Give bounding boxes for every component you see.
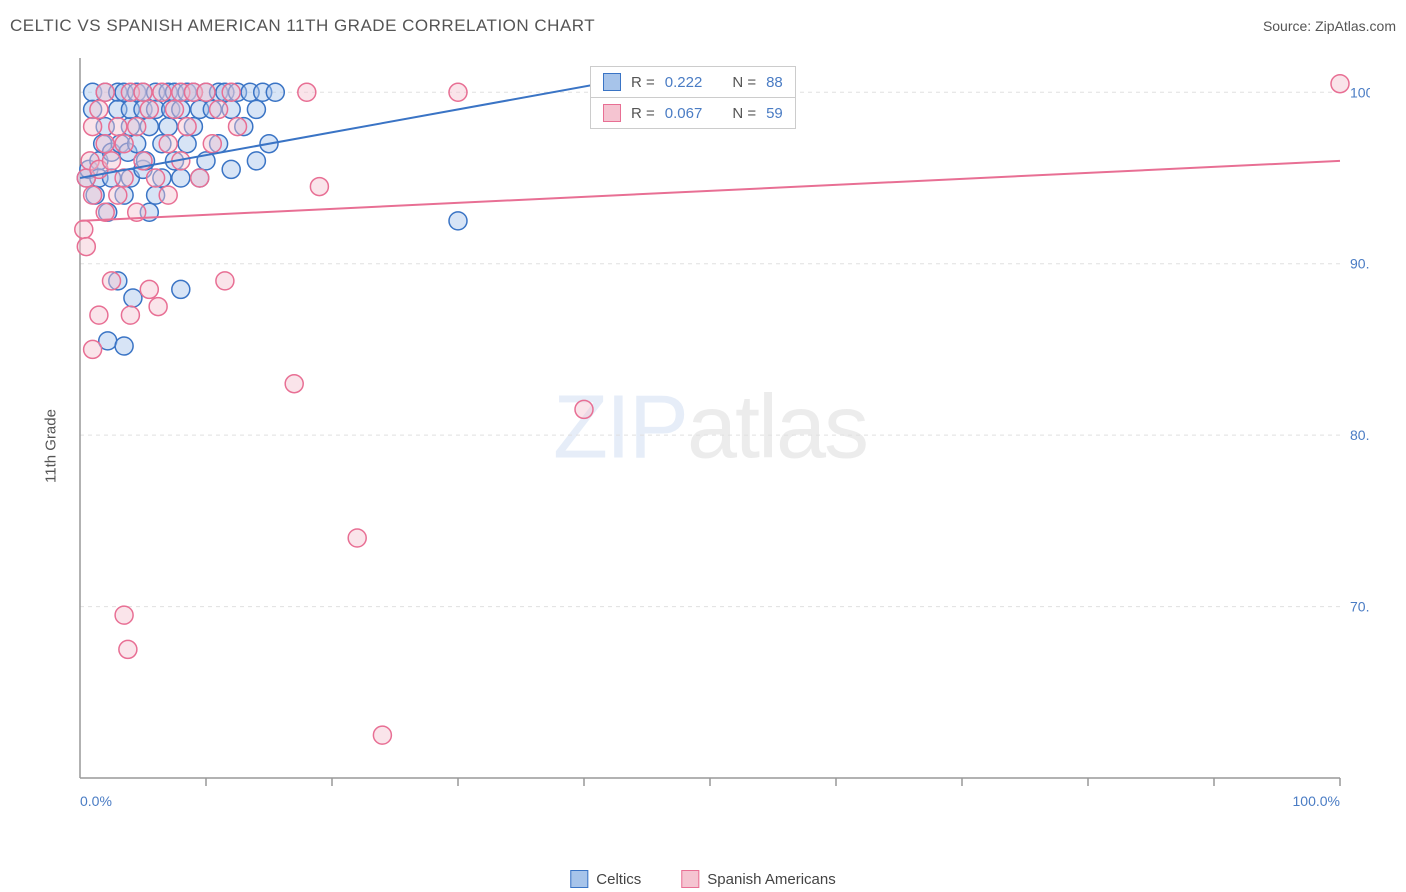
bottom-legend: Celtics Spanish Americans <box>570 870 835 888</box>
chart-area: ZIPatlas 70.0%80.0%90.0%100.0%0.0%100.0%… <box>50 48 1370 808</box>
r-value: 0.067 <box>665 105 703 122</box>
n-value: 59 <box>766 105 783 122</box>
legend-item-celtics: Celtics <box>570 870 641 888</box>
celtics-swatch-icon <box>603 73 621 91</box>
correlation-stat-box: R = 0.222 N = 88 R = 0.067 N = 59 <box>590 66 796 129</box>
spanish-legend-swatch-icon <box>681 870 699 888</box>
chart-container: CELTIC VS SPANISH AMERICAN 11TH GRADE CO… <box>0 0 1406 892</box>
svg-text:0.0%: 0.0% <box>80 793 112 808</box>
r-label: R = <box>631 105 655 122</box>
r-value: 0.222 <box>665 74 703 91</box>
legend-label: Celtics <box>596 871 641 888</box>
stat-row-spanish: R = 0.067 N = 59 <box>591 97 795 128</box>
svg-text:90.0%: 90.0% <box>1350 256 1370 272</box>
chart-source: Source: ZipAtlas.com <box>1263 18 1396 34</box>
spanish-swatch-icon <box>603 104 621 122</box>
stat-row-celtics: R = 0.222 N = 88 <box>591 67 795 97</box>
chart-title: CELTIC VS SPANISH AMERICAN 11TH GRADE CO… <box>10 16 595 36</box>
n-label: N = <box>732 74 756 91</box>
svg-text:80.0%: 80.0% <box>1350 427 1370 443</box>
header-row: CELTIC VS SPANISH AMERICAN 11TH GRADE CO… <box>10 16 1396 36</box>
n-value: 88 <box>766 74 783 91</box>
celtics-legend-swatch-icon <box>570 870 588 888</box>
r-label: R = <box>631 74 655 91</box>
n-label: N = <box>732 105 756 122</box>
legend-item-spanish: Spanish Americans <box>681 870 835 888</box>
scatter-chart-svg: 70.0% 80.0% 90.0% 100.0% 0.0% 100.0% <box>50 48 1370 808</box>
legend-label: Spanish Americans <box>707 871 835 888</box>
svg-text:100.0%: 100.0% <box>1293 793 1340 808</box>
svg-text:70.0%: 70.0% <box>1350 599 1370 615</box>
svg-text:100.0%: 100.0% <box>1350 84 1370 100</box>
